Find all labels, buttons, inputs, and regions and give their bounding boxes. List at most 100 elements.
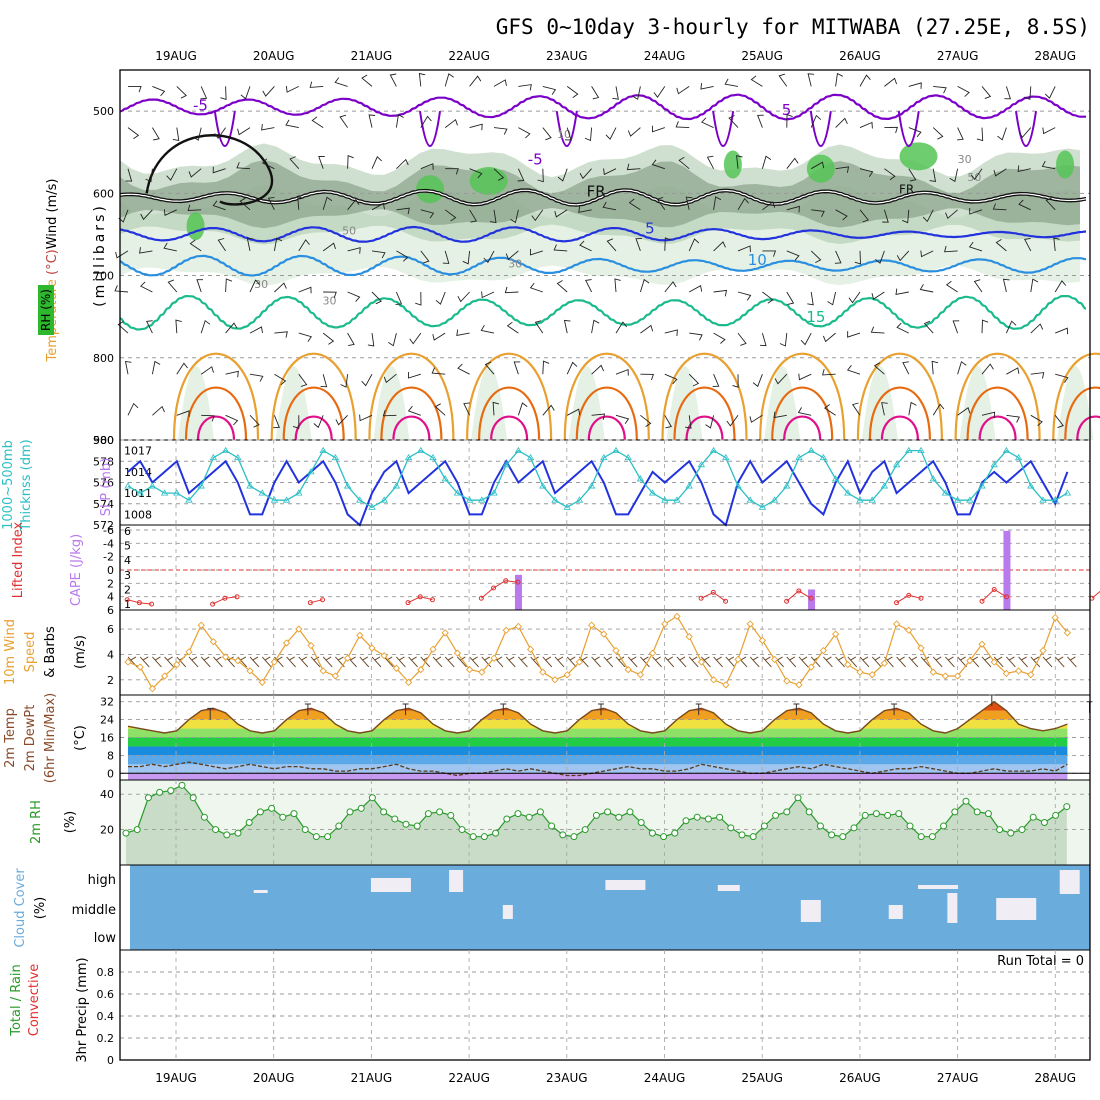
wind-speed-point [234, 657, 242, 665]
wind-speed-point [575, 658, 584, 666]
surface-wind-barb [798, 656, 809, 668]
upper-wind-barb [506, 321, 519, 334]
warm-isotherm-tongue [184, 386, 248, 441]
upper-wind-barb [881, 402, 888, 416]
upper-wind-barb [510, 209, 519, 224]
wind-speed-point [1002, 669, 1011, 678]
upper-wind-barb [444, 73, 454, 87]
cloud-bg [130, 865, 1090, 950]
rh-point [816, 822, 824, 830]
upper-wind-barb [800, 332, 812, 346]
freezing-label: FR [899, 182, 914, 196]
upper-wind-barb [225, 278, 233, 293]
upper-wind-barb [798, 373, 812, 381]
surface-wind-barb [261, 656, 272, 668]
isotherm-line [119, 225, 1087, 243]
upper-wind-barb [851, 402, 861, 416]
pressure-tick: 600 [93, 187, 114, 200]
upper-wind-barb [152, 127, 160, 141]
upper-wind-barb [1044, 86, 1056, 99]
upper-wind-barb [895, 288, 909, 296]
rh-point [312, 833, 320, 841]
wind-speed-point [1027, 671, 1035, 679]
li-line [127, 599, 152, 605]
upper-wind-barb [442, 250, 450, 264]
wind-speed-point [465, 665, 474, 674]
wind-speed-point [1014, 667, 1023, 675]
upper-wind-barb [175, 319, 182, 334]
slp-point [453, 489, 462, 496]
upper-wind-barb [919, 284, 934, 293]
upper-wind-barb [237, 127, 251, 136]
upper-wind-barb [922, 209, 934, 223]
upper-wind-barb [902, 209, 910, 224]
rh-point [133, 826, 141, 834]
upper-wind-barb [615, 321, 628, 334]
upper-wind-barb [807, 73, 815, 87]
tmax-marker [597, 703, 604, 716]
upper-wind-barb [140, 281, 153, 293]
chart-title: GFS 0~10day 3-hourly for MITWABA (27.25E… [496, 15, 1090, 39]
upper-wind-barb [176, 362, 188, 375]
surface-wind-barb [823, 656, 833, 668]
slp-tick: 1017 [124, 445, 152, 458]
upper-wind-barb [726, 415, 739, 427]
rh-label: RH (%) [39, 289, 53, 331]
date-tick-bottom: 28AUG [1035, 1071, 1077, 1085]
upper-wind-barb [361, 373, 373, 387]
outer-frame [119, 69, 1091, 1061]
upper-wind-barb [249, 326, 263, 334]
upper-wind-barb [249, 279, 261, 293]
th-tick: 576 [93, 477, 114, 490]
upper-wind-barb [187, 204, 202, 211]
upper-wind-barb [493, 79, 507, 87]
slp-point [673, 496, 681, 503]
rh-high-patch [899, 142, 938, 171]
isotherm-label: 10 [748, 251, 767, 269]
wind-speed-point [600, 630, 608, 638]
upper-wind-barb [1005, 320, 1017, 334]
upper-wind-barb [557, 168, 568, 182]
rh-point [682, 817, 690, 825]
surface-wind-barb [518, 656, 528, 668]
wind-speed-point [307, 641, 315, 650]
warm-isotherm-tongue [868, 386, 931, 441]
rh-point [738, 831, 746, 839]
upper-wind-barb [1054, 280, 1067, 293]
rh-point [570, 833, 578, 841]
upper-wind-barb [762, 201, 776, 211]
li-tick: 0 [107, 564, 114, 577]
ws-tick: 2 [107, 674, 114, 687]
rh-point [368, 794, 376, 802]
slp-point [795, 453, 803, 461]
upper-wind-barb [457, 291, 470, 303]
upper-wind-barb [605, 127, 617, 140]
slp-point [856, 496, 864, 503]
upper-wind-barb [262, 86, 275, 97]
isotherm-dip [712, 110, 735, 147]
upper-wind-barb [542, 127, 552, 141]
upper-wind-barb [445, 168, 459, 175]
rh-point [1029, 813, 1037, 821]
slp-point [368, 503, 376, 510]
upper-wind-barb [786, 157, 799, 169]
rh-point [839, 833, 847, 841]
upper-wind-barb [201, 414, 215, 422]
wind-speed-point [685, 633, 693, 641]
upper-wind-barb [908, 401, 917, 416]
upper-wind-barb [591, 319, 600, 334]
surface-wind-barb [1054, 656, 1065, 668]
slp-point [966, 496, 974, 503]
upper-wind-barb [249, 414, 260, 428]
wind-speed-point [441, 629, 449, 637]
surface-wind-barb [200, 656, 211, 668]
upper-wind-barb [713, 241, 726, 252]
slp-point [807, 446, 815, 454]
date-tick-top: 22AUG [448, 49, 490, 63]
isotherm-label: 5 [645, 220, 655, 238]
tmax-marker [988, 694, 995, 707]
rh-point [492, 829, 500, 837]
upper-wind-barb [200, 366, 214, 375]
pr-tick: 0.2 [97, 1032, 115, 1045]
li-tick: 6 [107, 604, 114, 617]
